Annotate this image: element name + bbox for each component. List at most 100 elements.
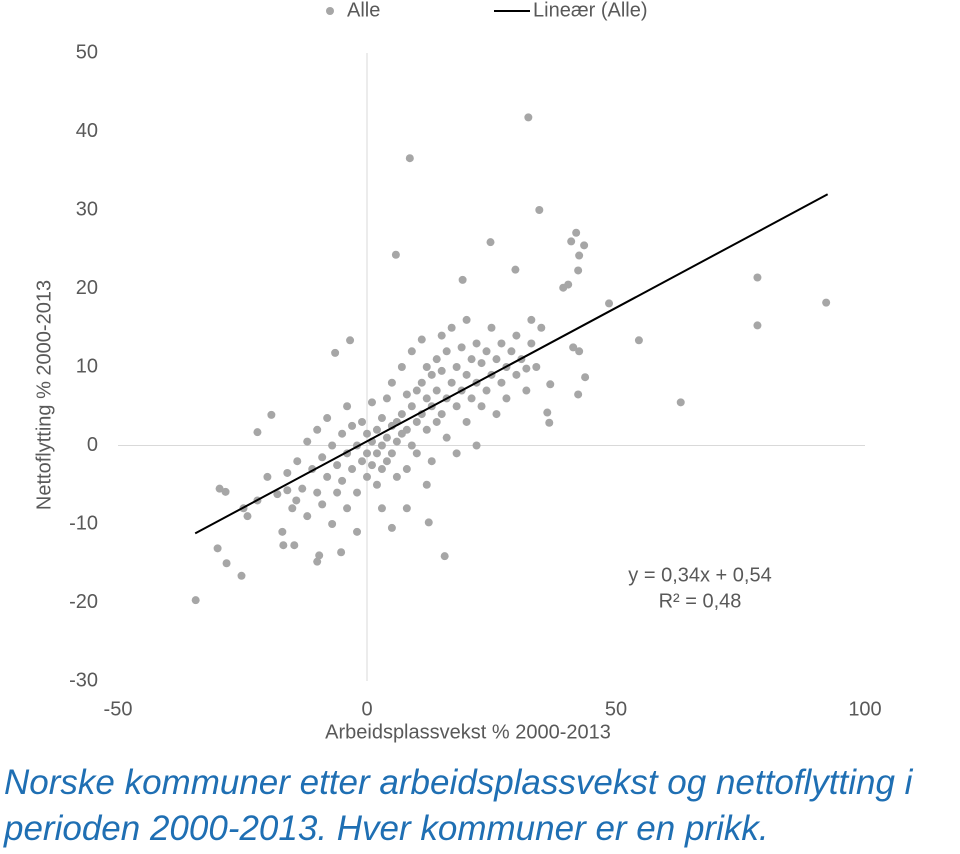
point bbox=[318, 500, 327, 509]
point bbox=[213, 544, 222, 553]
point bbox=[402, 390, 411, 399]
point bbox=[574, 266, 583, 275]
point bbox=[243, 512, 252, 521]
point bbox=[237, 571, 246, 580]
point bbox=[313, 557, 322, 566]
trend-line bbox=[194, 193, 829, 535]
point bbox=[315, 551, 324, 560]
point bbox=[452, 363, 461, 371]
point bbox=[333, 488, 342, 497]
y-tick-label: 30 bbox=[76, 198, 98, 220]
point bbox=[437, 366, 446, 375]
point bbox=[407, 441, 416, 450]
point bbox=[267, 410, 276, 419]
point bbox=[222, 559, 231, 568]
legend-marker bbox=[326, 7, 334, 15]
point bbox=[348, 421, 357, 430]
point bbox=[432, 355, 441, 364]
point bbox=[293, 457, 302, 466]
point bbox=[676, 398, 685, 407]
point bbox=[313, 488, 322, 497]
point bbox=[575, 347, 584, 356]
x-tick-label: 50 bbox=[605, 698, 627, 720]
point bbox=[440, 552, 449, 561]
point bbox=[353, 488, 362, 497]
point bbox=[303, 437, 312, 446]
point bbox=[397, 363, 406, 371]
point bbox=[507, 347, 516, 356]
point bbox=[422, 480, 431, 489]
point bbox=[377, 465, 386, 474]
point bbox=[358, 417, 367, 426]
point bbox=[524, 113, 533, 122]
point bbox=[437, 410, 446, 419]
point bbox=[492, 410, 501, 419]
point bbox=[527, 315, 536, 324]
point bbox=[358, 457, 367, 466]
point bbox=[382, 457, 391, 466]
point bbox=[535, 206, 544, 214]
point bbox=[343, 504, 352, 513]
point bbox=[580, 241, 589, 250]
point bbox=[402, 465, 411, 474]
point bbox=[392, 472, 401, 481]
point bbox=[442, 347, 451, 356]
point bbox=[412, 449, 421, 458]
point bbox=[412, 417, 421, 426]
y-tick-label: 0 bbox=[87, 434, 98, 456]
point bbox=[318, 453, 327, 462]
point bbox=[753, 321, 762, 330]
point bbox=[422, 425, 431, 434]
point bbox=[482, 386, 491, 395]
y-tick-label: -10 bbox=[69, 512, 98, 534]
point bbox=[283, 486, 292, 495]
point bbox=[472, 441, 481, 450]
point bbox=[502, 394, 511, 403]
point bbox=[452, 402, 461, 411]
point bbox=[338, 429, 347, 438]
point bbox=[462, 370, 471, 379]
point bbox=[462, 417, 471, 426]
point bbox=[417, 335, 426, 344]
point bbox=[331, 348, 340, 357]
point bbox=[253, 428, 262, 437]
point bbox=[477, 402, 486, 411]
x-tick-label: 0 bbox=[361, 698, 372, 720]
point bbox=[407, 402, 416, 411]
point bbox=[372, 449, 381, 458]
point bbox=[273, 490, 282, 499]
point bbox=[427, 457, 436, 466]
point bbox=[447, 323, 456, 332]
point bbox=[402, 504, 411, 513]
point bbox=[387, 523, 396, 532]
point bbox=[512, 331, 521, 340]
point bbox=[522, 364, 531, 373]
chart: Arbeidsplassvekst % 2000-2013 Nettoflytt… bbox=[33, 0, 881, 743]
x-tick-label: -50 bbox=[104, 698, 133, 720]
point bbox=[753, 273, 762, 282]
point bbox=[333, 461, 342, 470]
point bbox=[527, 339, 536, 348]
point bbox=[432, 417, 441, 426]
y-tick-label: -20 bbox=[69, 591, 98, 613]
point bbox=[328, 520, 337, 528]
point bbox=[288, 504, 297, 513]
point bbox=[372, 480, 381, 489]
point bbox=[457, 343, 466, 352]
point bbox=[462, 315, 471, 324]
point bbox=[367, 461, 376, 470]
point bbox=[537, 323, 546, 332]
point bbox=[487, 323, 496, 332]
y-tick-label: -30 bbox=[69, 669, 98, 691]
point bbox=[511, 265, 520, 274]
point bbox=[298, 484, 307, 493]
point bbox=[572, 228, 581, 237]
point bbox=[363, 429, 371, 438]
point bbox=[575, 251, 584, 260]
point bbox=[290, 541, 299, 550]
point bbox=[467, 394, 476, 403]
point bbox=[545, 418, 554, 427]
point bbox=[387, 378, 396, 387]
point bbox=[343, 402, 352, 411]
point bbox=[422, 394, 431, 403]
